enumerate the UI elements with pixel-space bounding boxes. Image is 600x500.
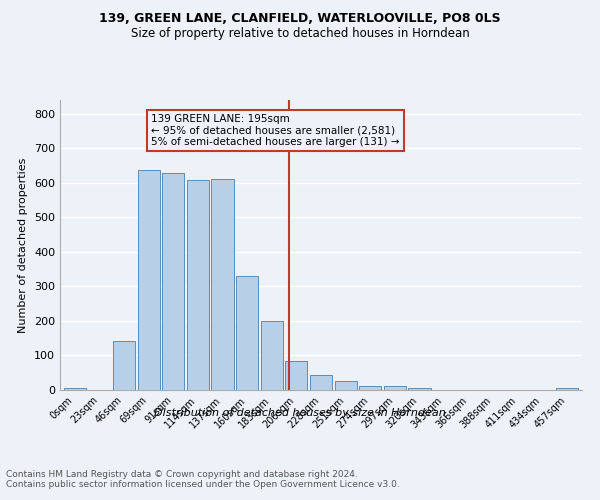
Y-axis label: Number of detached properties: Number of detached properties bbox=[19, 158, 28, 332]
Bar bbox=[64, 388, 86, 390]
Bar bbox=[310, 375, 332, 390]
Bar bbox=[260, 321, 283, 390]
Text: 139, GREEN LANE, CLANFIELD, WATERLOOVILLE, PO8 0LS: 139, GREEN LANE, CLANFIELD, WATERLOOVILL… bbox=[99, 12, 501, 26]
Text: Size of property relative to detached houses in Horndean: Size of property relative to detached ho… bbox=[131, 28, 469, 40]
Text: Contains public sector information licensed under the Open Government Licence v3: Contains public sector information licen… bbox=[6, 480, 400, 489]
Bar bbox=[285, 360, 307, 390]
Bar bbox=[359, 386, 382, 390]
Text: Contains HM Land Registry data © Crown copyright and database right 2024.: Contains HM Land Registry data © Crown c… bbox=[6, 470, 358, 479]
Bar bbox=[556, 388, 578, 390]
Bar bbox=[236, 276, 258, 390]
Bar bbox=[162, 172, 184, 390]
Text: Distribution of detached houses by size in Horndean: Distribution of detached houses by size … bbox=[154, 408, 446, 418]
Bar bbox=[211, 180, 233, 390]
Bar bbox=[137, 170, 160, 390]
Bar bbox=[409, 388, 431, 390]
Bar bbox=[113, 341, 135, 390]
Text: 139 GREEN LANE: 195sqm
← 95% of detached houses are smaller (2,581)
5% of semi-d: 139 GREEN LANE: 195sqm ← 95% of detached… bbox=[151, 114, 400, 147]
Bar bbox=[187, 180, 209, 390]
Bar bbox=[384, 386, 406, 390]
Bar bbox=[335, 380, 357, 390]
